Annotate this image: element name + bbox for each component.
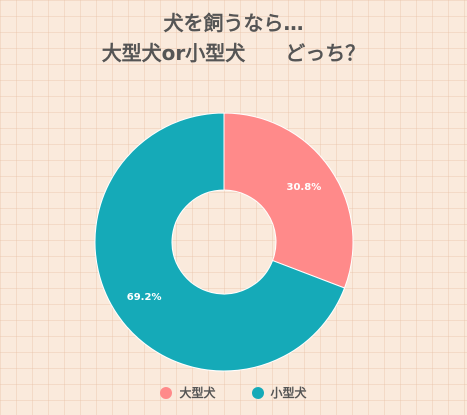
legend-swatch-large-dog [160, 386, 173, 399]
legend-label-small-dog: 小型犬 [270, 386, 307, 400]
slice-small-dog[interactable] [94, 112, 346, 372]
chart-title-line-2: 大型犬or小型犬 どっち？ [101, 41, 366, 65]
slice-large-dog[interactable] [223, 112, 354, 289]
data-label-small-dog: 69.2% [127, 292, 162, 303]
legend-item-large-dog[interactable]: 大型犬 [160, 384, 216, 401]
legend-swatch-small-dog [251, 386, 264, 399]
data-label-large-dog: 30.8% [287, 182, 322, 193]
legend-item-small-dog[interactable]: 小型犬 [251, 384, 307, 401]
legend-label-large-dog: 大型犬 [179, 386, 216, 400]
chart-title: 犬を飼うなら… 大型犬or小型犬 どっち？ [0, 8, 467, 68]
chart-title-line-1: 犬を飼うなら… [163, 11, 304, 35]
legend: 大型犬 小型犬 [0, 384, 467, 401]
